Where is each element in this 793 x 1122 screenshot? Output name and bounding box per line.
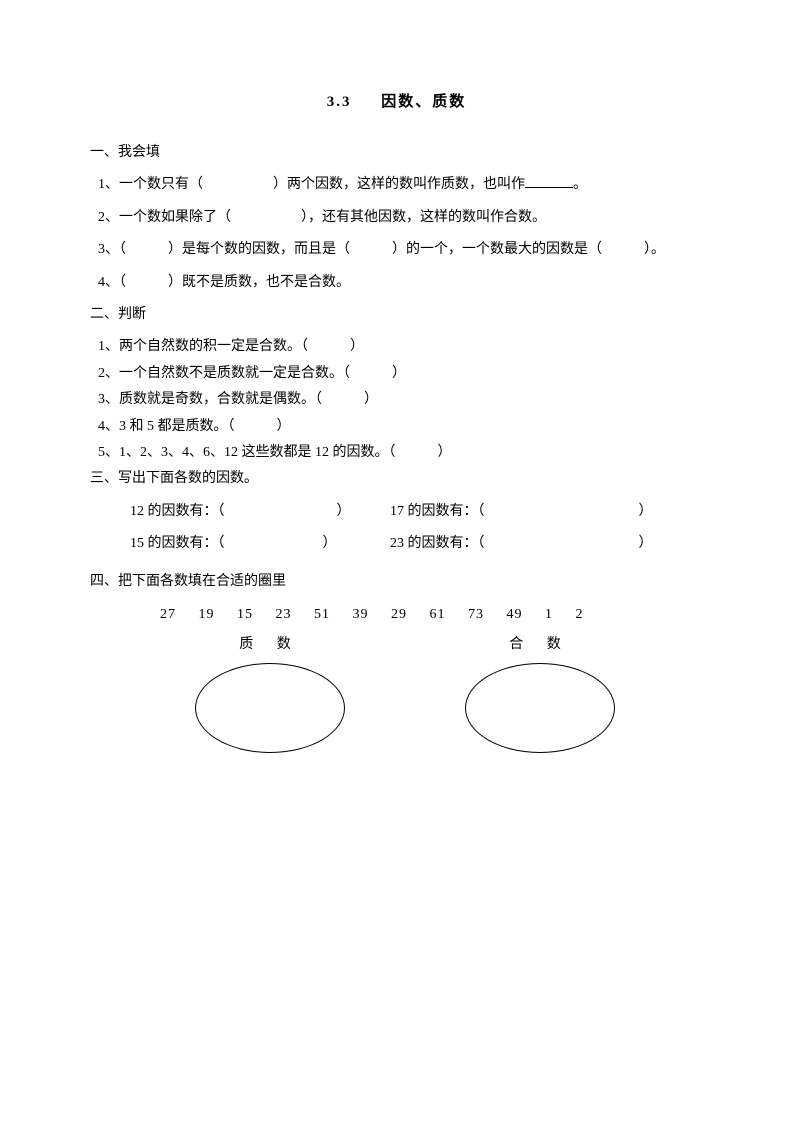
list-item: 29 [391, 607, 407, 622]
factors-15: 15 的因数有：（ ） [130, 533, 390, 555]
prime-oval-container [90, 663, 410, 753]
list-item: 49 [507, 607, 523, 622]
q1-1-text-a: 1、一个数只有（ ）两个因数，这样的数叫作质数，也叫作 [98, 177, 525, 192]
q1-2: 2、一个数如果除了（ ），还有其他因数，这样的数叫作合数。 [90, 207, 703, 229]
blank-underline [525, 174, 573, 188]
list-item: 39 [353, 607, 369, 622]
q1-1: 1、一个数只有（ ）两个因数，这样的数叫作质数，也叫作 。 [90, 174, 703, 196]
q1-3: 3、（ ）是每个数的因数，而且是（ ）的一个，一个数最大的因数是（ ）。 [90, 239, 703, 261]
composite-oval [465, 663, 615, 753]
q1-4: 4、（ ）既不是质数，也不是合数。 [90, 272, 703, 294]
factors-17: 17 的因数有：（ ） [390, 501, 703, 523]
factors-23: 23 的因数有：（ ） [390, 533, 703, 555]
factors-row-2: 15 的因数有：（ ） 23 的因数有：（ ） [90, 533, 703, 555]
category-labels: 质 数 合 数 [90, 634, 703, 656]
prime-oval [195, 663, 345, 753]
list-item: 73 [468, 607, 484, 622]
list-item: 23 [276, 607, 292, 622]
number-list: 27 19 15 23 51 39 29 61 73 49 1 2 [90, 604, 703, 626]
section-4-header: 四、把下面各数填在合适的圈里 [90, 571, 703, 593]
list-item: 19 [199, 607, 215, 622]
list-item: 51 [314, 607, 330, 622]
page-title: 3.3 因数、质数 [90, 90, 703, 114]
list-item: 1 [545, 607, 553, 622]
factors-row-1: 12 的因数有：（ ） 17 的因数有：（ ） [90, 501, 703, 523]
title-text: 因数、质数 [381, 94, 466, 110]
q2-2: 2、一个自然数不是质数就一定是合数。（ ） [90, 363, 703, 385]
list-item: 27 [160, 607, 176, 622]
list-item: 2 [576, 607, 584, 622]
q2-4: 4、3 和 5 都是质数。（ ） [90, 416, 703, 438]
list-item: 61 [430, 607, 446, 622]
section-1-header: 一、我会填 [90, 142, 703, 164]
q2-1: 1、两个自然数的积一定是合数。（ ） [90, 336, 703, 358]
q2-3: 3、质数就是奇数，合数就是偶数。（ ） [90, 389, 703, 411]
composite-label: 合 数 [410, 634, 670, 656]
section-2-header: 二、判断 [90, 304, 703, 326]
prime-label: 质 数 [90, 634, 410, 656]
ovals-row [90, 663, 703, 753]
composite-oval-container [410, 663, 670, 753]
q2-5: 5、1、2、3、4、6、12 这些数都是 12 的因数。（ ） [90, 442, 703, 464]
q1-1-text-b: 。 [573, 177, 587, 192]
list-item: 15 [237, 607, 253, 622]
title-number: 3.3 [327, 94, 352, 110]
section-3-header: 三、写出下面各数的因数。 [90, 468, 703, 490]
factors-12: 12 的因数有：（ ） [130, 501, 390, 523]
